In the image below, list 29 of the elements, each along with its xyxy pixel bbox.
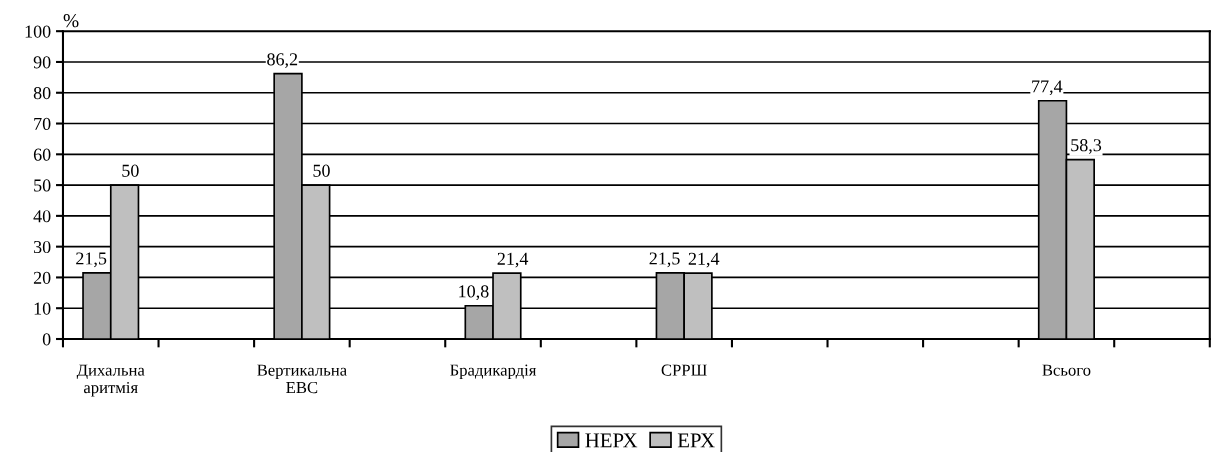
data-label: 21,5 — [649, 252, 680, 268]
y-tick-label: 50 — [34, 179, 51, 192]
y-tick-label: 100 — [25, 25, 51, 38]
y-tick-label: 20 — [33, 271, 51, 284]
x-tick-label: Дихальна аритмія — [76, 364, 145, 397]
legend-label: ЕРХ — [677, 433, 715, 448]
y-axis-title: % — [63, 14, 79, 28]
data-label: 10,8 — [459, 285, 489, 301]
data-label: 21,4 — [497, 252, 529, 268]
y-tick-label: 60 — [33, 148, 51, 161]
x-tick-label: СРРШ — [661, 364, 707, 376]
y-tick-label: 70 — [34, 117, 51, 130]
data-label: 50 — [122, 164, 139, 177]
y-tick-label: 10 — [34, 302, 51, 315]
data-label: 21,5 — [76, 252, 107, 268]
x-tick-label: Вертикальна ЕВС — [257, 364, 347, 394]
y-tick-label: 30 — [33, 240, 51, 254]
data-label: 21,4 — [688, 252, 720, 268]
x-tick-label: Брадикардія — [450, 364, 537, 380]
legend-label: НЕРХ — [585, 433, 638, 448]
data-label: 50 — [313, 164, 330, 177]
y-tick-label: 40 — [33, 210, 51, 223]
data-label: 86,2 — [267, 53, 298, 68]
data-label: 77,4 — [1032, 80, 1063, 96]
data-label: 58,3 — [1071, 139, 1102, 154]
y-tick-label: 90 — [33, 56, 51, 69]
y-tick-label: 0 — [42, 333, 51, 346]
x-tick-label: Всього — [1042, 364, 1091, 376]
y-tick-label: 80 — [33, 87, 51, 100]
